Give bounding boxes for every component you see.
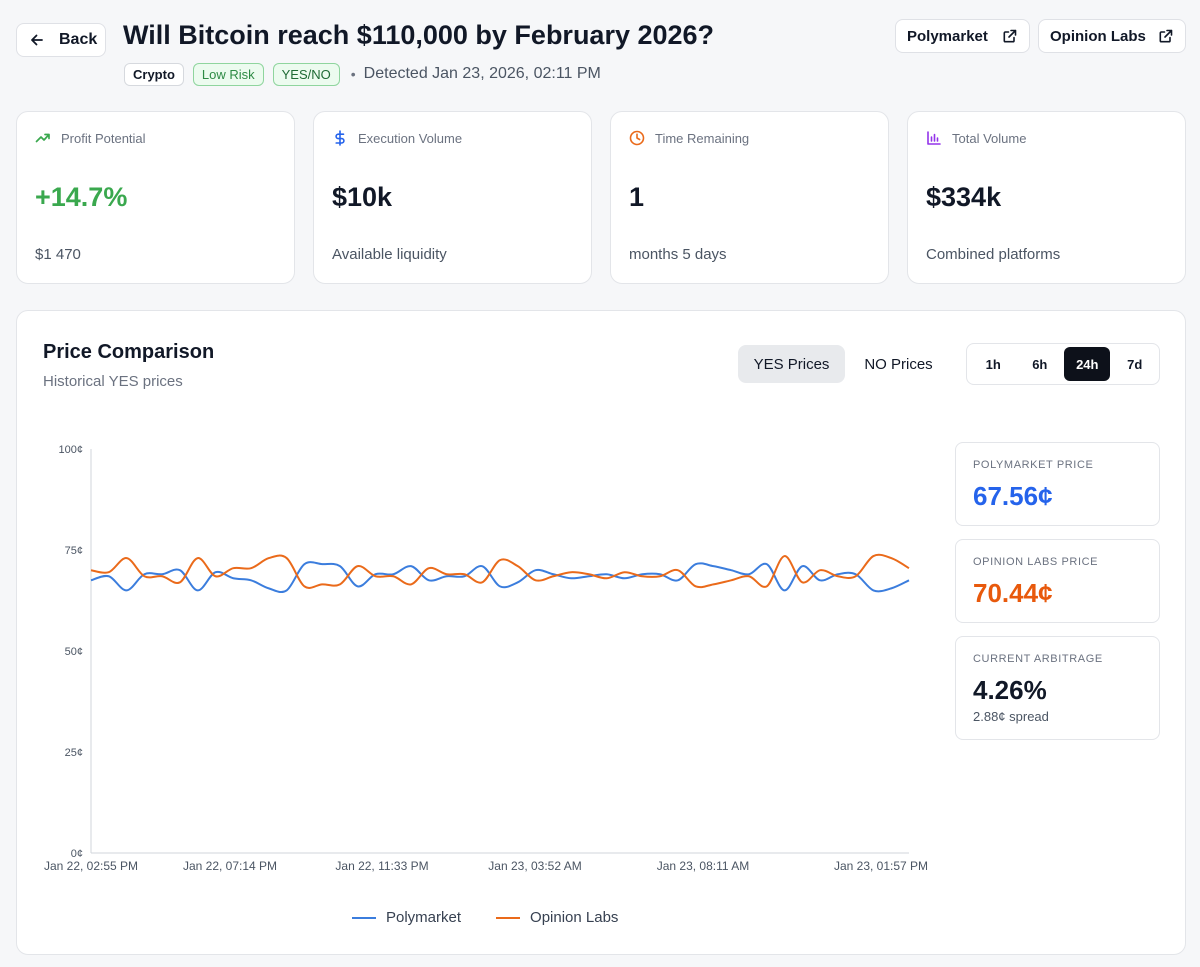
external-link-icon xyxy=(1003,29,1017,43)
price-chart: 100¢ 75¢ 50¢ 25¢ 0¢ Jan 22, 02:55 PM Jan 22, … xyxy=(44,444,928,873)
legend-label: Polymarket xyxy=(386,909,462,926)
y-tick-label: 50¢ xyxy=(65,646,83,658)
dollar-icon xyxy=(335,130,345,146)
legend-swatch-polymarket xyxy=(352,916,376,919)
legend-item-opinion-labs: Opinion Labs xyxy=(496,909,618,926)
clock-icon xyxy=(629,130,645,146)
x-tick-label: Jan 23, 08:11 AM xyxy=(657,859,750,873)
total-volume-card: Total Volume $334k Combined platforms xyxy=(907,111,1186,284)
category-tag: Crypto xyxy=(124,62,184,86)
chart-legend: Polymarket Opinion Labs xyxy=(352,909,653,926)
trending-up-icon xyxy=(35,133,50,143)
time-range-selector: 1h 6h 24h 7d xyxy=(966,343,1160,385)
polymarket-price-value: 67.56¢ xyxy=(973,481,1053,511)
detected-timestamp: Detected Jan 23, 2026, 02:11 PM xyxy=(363,65,601,82)
card-label: Execution Volume xyxy=(358,130,463,146)
execution-volume-sub: Available liquidity xyxy=(332,246,447,263)
no-prices-tab[interactable]: NO Prices xyxy=(864,355,933,373)
y-tick-label: 100¢ xyxy=(59,444,83,456)
profit-potential-value: +14.7% xyxy=(35,182,128,212)
opinion-labs-price-card: OPINION LABS PRICE 70.44¢ xyxy=(955,539,1160,623)
x-tick-label: Jan 22, 11:33 PM xyxy=(335,859,428,873)
legend-swatch-opinion-labs xyxy=(496,916,521,919)
range-7d-button[interactable]: 7d xyxy=(1127,356,1143,372)
time-remaining-value: 1 xyxy=(629,182,645,212)
card-label: Profit Potential xyxy=(61,130,146,146)
execution-volume-value: $10k xyxy=(332,182,393,212)
back-label: Back xyxy=(59,31,98,48)
polymarket-price-card: POLYMARKET PRICE 67.56¢ xyxy=(955,442,1160,526)
arbitrage-label: CURRENT ARBITRAGE xyxy=(973,653,1103,665)
arrow-left-icon xyxy=(31,34,43,46)
opinion-labs-price-label: OPINION LABS PRICE xyxy=(973,556,1099,568)
x-tick-label: Jan 22, 02:55 PM xyxy=(44,859,138,873)
range-1h-button[interactable]: 1h xyxy=(985,356,1001,372)
market-type-tag: YES/NO xyxy=(272,62,340,86)
x-tick-label: Jan 22, 07:14 PM xyxy=(183,859,277,873)
y-tick-label: 25¢ xyxy=(65,747,83,759)
polymarket-price-label: POLYMARKET PRICE xyxy=(973,459,1094,471)
execution-volume-card: Execution Volume $10k Available liquidit… xyxy=(313,111,592,284)
time-remaining-card: Time Remaining 1 months 5 days xyxy=(610,111,889,284)
opinion-labs-link-button[interactable]: Opinion Labs xyxy=(1038,19,1186,53)
price-comparison-panel: Price Comparison Historical YES prices Y… xyxy=(16,310,1186,955)
current-arbitrage-card: CURRENT ARBITRAGE 4.26% 2.88¢ spread xyxy=(955,636,1160,740)
back-button[interactable]: Back xyxy=(16,23,106,57)
profit-potential-card: Profit Potential +14.7% $1 470 xyxy=(16,111,295,284)
time-remaining-sub: months 5 days xyxy=(629,246,727,263)
card-label: Time Remaining xyxy=(655,130,750,146)
arbitrage-value: 4.26% xyxy=(973,675,1047,705)
tag-row: Crypto Low Risk YES/NO • Detected Jan 23… xyxy=(124,62,601,86)
bar-chart-icon xyxy=(927,131,941,145)
polymarket-link-label: Polymarket xyxy=(907,27,988,45)
legend-label: Opinion Labs xyxy=(530,909,619,926)
risk-tag: Low Risk xyxy=(192,62,264,86)
range-6h-button[interactable]: 6h xyxy=(1032,356,1048,372)
arbitrage-spread: 2.88¢ spread xyxy=(973,709,1049,724)
series-line-polymarket xyxy=(90,561,910,594)
opinion-labs-price-value: 70.44¢ xyxy=(973,578,1053,608)
card-label: Total Volume xyxy=(952,130,1027,146)
panel-title: Price Comparison xyxy=(43,341,215,363)
x-tick-label: Jan 23, 03:52 AM xyxy=(488,859,581,873)
polymarket-link-button[interactable]: Polymarket xyxy=(895,19,1030,53)
range-24h-button[interactable]: 24h xyxy=(1064,347,1111,381)
panel-subtitle: Historical YES prices xyxy=(43,373,183,390)
y-tick-label: 75¢ xyxy=(65,545,83,557)
y-tick-label: 0¢ xyxy=(71,848,83,860)
yes-prices-tab[interactable]: YES Prices xyxy=(738,345,845,383)
x-tick-label: Jan 23, 01:57 PM xyxy=(834,859,928,873)
legend-item-polymarket: Polymarket xyxy=(352,909,461,926)
external-link-icon xyxy=(1159,29,1173,43)
total-volume-value: $334k xyxy=(926,182,1002,212)
total-volume-sub: Combined platforms xyxy=(926,246,1061,263)
opinion-labs-link-label: Opinion Labs xyxy=(1050,27,1146,45)
page-title: Will Bitcoin reach $110,000 by February … xyxy=(123,20,715,50)
profit-amount: $1 470 xyxy=(35,246,81,263)
price-type-toggle: YES Prices NO Prices xyxy=(738,345,952,383)
separator-dot: • xyxy=(350,66,356,82)
series-line-opinion-labs xyxy=(90,553,910,589)
